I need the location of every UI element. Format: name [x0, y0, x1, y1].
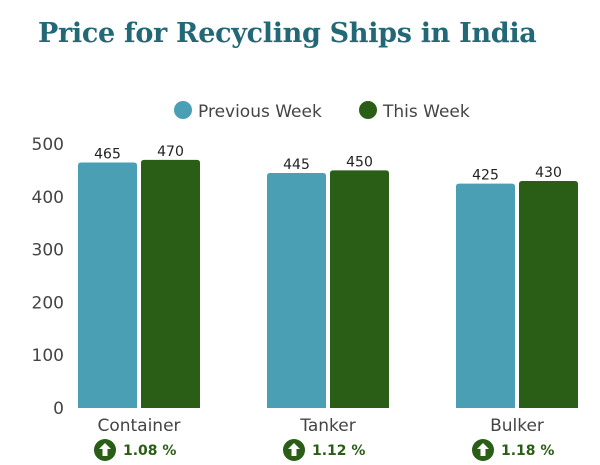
legend-swatch-0: [174, 101, 192, 119]
change-indicator: 1.18 %: [472, 439, 554, 461]
legend-label-1: This Week: [382, 102, 470, 122]
bar: [267, 173, 326, 408]
up-arrow-icon: [288, 443, 300, 456]
x-tick-label: Bulker: [490, 416, 544, 436]
bar-value-label: 450: [346, 154, 373, 170]
bar: [141, 159, 200, 408]
change-indicators: 1.08 % 1.12 % 1.18 %: [94, 439, 554, 461]
change-percent: 1.12 %: [312, 443, 365, 459]
bar: [456, 183, 515, 408]
legend-label-0: Previous Week: [198, 102, 322, 122]
y-tick-label: 500: [32, 135, 64, 155]
y-tick-label: 300: [32, 241, 64, 261]
bar-value-label: 430: [535, 165, 562, 181]
bar: [78, 162, 137, 408]
up-arrow-icon: [99, 443, 111, 456]
y-tick-label: 100: [32, 346, 64, 366]
bar: [330, 170, 389, 408]
y-tick-label: 400: [32, 188, 64, 208]
bar: [519, 180, 578, 408]
bar-value-label: 425: [472, 168, 499, 184]
up-arrow-icon: [477, 443, 489, 456]
change-percent: 1.08 %: [123, 443, 176, 459]
y-tick-label: 200: [32, 293, 64, 313]
legend-swatch-1: [359, 101, 377, 119]
y-tick-label: 0: [53, 399, 64, 419]
bar-value-label: 445: [283, 157, 310, 173]
change-indicator: 1.08 %: [94, 439, 176, 461]
legend: Previous Week This Week: [174, 101, 470, 122]
x-tick-label: Container: [97, 416, 180, 436]
chart-title: Price for Recycling Ships in India: [38, 18, 537, 49]
x-axis: Container Tanker Bulker: [97, 416, 543, 436]
bar-value-label: 465: [94, 146, 121, 162]
bars: 465 470 445 450 425 430: [78, 144, 578, 408]
change-percent: 1.18 %: [501, 443, 554, 459]
x-tick-label: Tanker: [299, 416, 355, 436]
bar-value-label: 470: [157, 144, 184, 160]
y-axis: 0 100 200 300 400 500: [32, 135, 64, 419]
change-indicator: 1.12 %: [283, 439, 365, 461]
